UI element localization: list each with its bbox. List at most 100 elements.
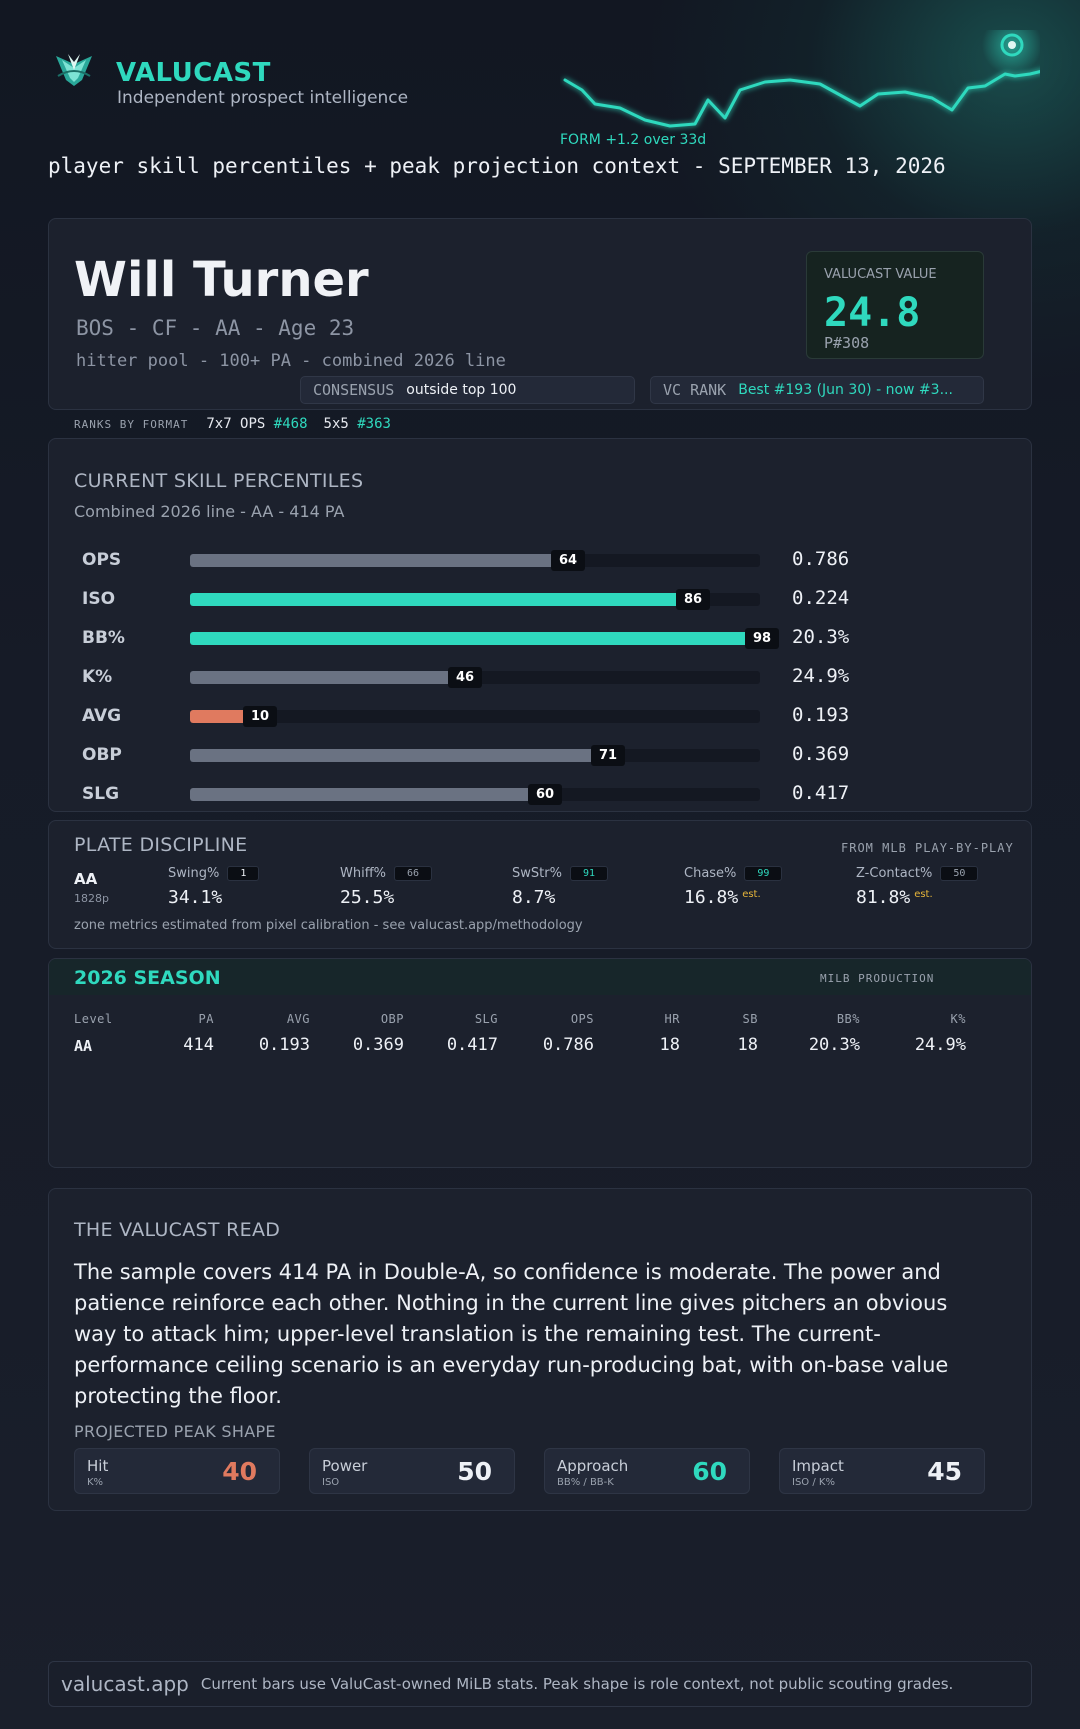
peak-tool-name: Impact (792, 1457, 844, 1475)
skill-row-avg: AVG 10 0.193 (82, 704, 862, 728)
skill-value: 0.224 (792, 587, 850, 609)
skill-row-k-pct: K% 46 24.9% (82, 665, 862, 689)
skill-percentile-badge: 98 (745, 628, 779, 649)
metric-percentile-badge: 91 (569, 866, 608, 881)
skill-track: 98 (190, 628, 779, 649)
table-row: AA 414 0.193 0.369 0.417 0.786 18 18 20.3% 24.9% (74, 1035, 974, 1057)
skill-track: 64 (190, 550, 760, 571)
plate-pitches: 1828p (74, 892, 109, 905)
form-label: FORM +1.2 over 33d (560, 132, 707, 148)
skill-percentile-badge: 86 (676, 589, 710, 610)
season-col-header: PA (198, 1012, 214, 1026)
skill-track: 10 (190, 706, 760, 727)
player-pool: hitter pool - 100+ PA - combined 2026 li… (76, 351, 506, 371)
skill-label: K% (82, 667, 113, 687)
peak-tool-approach: Approach BB% / BB-K 60 (544, 1448, 750, 1494)
season-cell: 0.417 (446, 1035, 498, 1055)
skill-track: 60 (190, 784, 760, 805)
page-subtitle: player skill percentiles + peak projecti… (48, 154, 946, 178)
season-cell: AA (74, 1037, 93, 1055)
season-col-header: SLG (474, 1012, 498, 1026)
rank-format-7x7: 7x7 OPS #468 (206, 416, 308, 432)
skill-row-ops: OPS 64 0.786 (82, 548, 862, 572)
player-name: Will Turner (74, 252, 369, 308)
plate-discipline-card (48, 820, 1032, 949)
season-col-header: OPS (570, 1012, 594, 1026)
peak-tool-basis: ISO (322, 1477, 340, 1488)
skill-percentile-badge: 10 (243, 706, 277, 727)
consensus-pill: CONSENSUS outside top 100 (300, 376, 635, 404)
skill-label: SLG (82, 784, 120, 804)
metric-name: Chase% (684, 866, 737, 881)
season-cell: 414 (183, 1035, 214, 1055)
peak-tool-hit: Hit K% 40 (74, 1448, 280, 1494)
plate-metric-chase: Chase% 99 16.8% est. (684, 862, 783, 908)
metric-percentile-badge: 50 (940, 866, 979, 881)
season-cell: 18 (659, 1035, 680, 1055)
skill-bar (190, 632, 749, 645)
season-col-header: AVG (286, 1012, 310, 1026)
form-endpoint-icon (1000, 33, 1024, 57)
vc-rank-value: Best #193 (Jun 30) - now #3... (738, 382, 953, 398)
season-cell: 18 (737, 1035, 758, 1055)
peak-tool-basis: BB% / BB-K (557, 1477, 614, 1488)
skill-track: 86 (190, 589, 760, 610)
read-title: THE VALUCAST READ (74, 1219, 281, 1241)
ranks-by-format: RANKS BY FORMAT 7x7 OPS #468 5x5 #363 (74, 416, 407, 432)
season-col-header: OBP (380, 1012, 404, 1026)
plate-metric-zcontact: Z-Contact% 50 81.8% est. (856, 862, 979, 908)
metric-percentile-badge: 1 (227, 866, 260, 881)
plate-note: zone metrics estimated from pixel calibr… (74, 918, 583, 933)
peak-tool-grade: 60 (692, 1457, 727, 1486)
peak-tool-name: Hit (87, 1457, 109, 1475)
skill-bar (190, 554, 555, 567)
skill-row-obp: OBP 71 0.369 (82, 743, 862, 767)
vc-rank-pill: VC RANK Best #193 (Jun 30) - now #3... (650, 376, 984, 404)
skill-value: 24.9% (792, 665, 850, 687)
footer: valucast.app Current bars use ValuCast-o… (48, 1661, 1032, 1707)
read-body: The sample covers 414 PA in Double-A, so… (74, 1260, 949, 1408)
peak-tool-impact: Impact ISO / K% 45 (779, 1448, 985, 1494)
valucast-value-box: VALUCAST VALUE 24.8 P#308 (806, 251, 984, 359)
season-col-header: K% (950, 1012, 966, 1026)
peak-tool-basis: ISO / K% (792, 1477, 835, 1488)
footer-site-link[interactable]: valucast.app (61, 1672, 189, 1696)
skill-label: OBP (82, 745, 122, 765)
plate-source: FROM MLB PLAY-BY-PLAY (841, 841, 1014, 855)
metric-est-tag: est. (914, 889, 933, 900)
metric-percentile-badge: 99 (744, 866, 783, 881)
season-cell: 0.369 (352, 1035, 404, 1055)
season-col-header: SB (742, 1012, 758, 1026)
skill-bar (190, 593, 680, 606)
season-cell: 0.786 (542, 1035, 594, 1055)
value-rank: P#308 (824, 334, 870, 352)
season-header: 2026 SEASON MILB PRODUCTION (49, 959, 1031, 995)
peak-tool-grade: 40 (222, 1457, 257, 1486)
skill-row-bb-pct: BB% 98 20.3% (82, 626, 862, 650)
skill-percentile-badge: 60 (528, 784, 562, 805)
skills-subtitle: Combined 2026 line - AA - 414 PA (74, 502, 345, 521)
skill-bar (190, 749, 595, 762)
metric-name: Swing% (168, 866, 220, 881)
skill-percentile-badge: 64 (551, 550, 585, 571)
skill-label: AVG (82, 706, 122, 726)
skill-value: 0.369 (792, 743, 850, 765)
season-source: MILB PRODUCTION (820, 972, 935, 985)
metric-name: SwStr% (512, 866, 562, 881)
peak-tool-basis: K% (87, 1477, 104, 1488)
plate-level: AA (74, 870, 98, 888)
season-col-header: Level (74, 1012, 113, 1026)
skill-value: 0.786 (792, 548, 850, 570)
peak-title: PROJECTED PEAK SHAPE (74, 1422, 276, 1441)
valucast-logo-icon (56, 54, 92, 86)
season-col-header: HR (664, 1012, 680, 1026)
metric-name: Z-Contact% (856, 866, 933, 881)
plate-metric-swstr: SwStr% 91 8.7% (512, 862, 608, 908)
skill-value: 20.3% (792, 626, 850, 648)
metric-est-tag: est. (742, 889, 761, 900)
skill-row-iso: ISO 86 0.224 (82, 587, 862, 611)
skill-percentile-badge: 46 (448, 667, 482, 688)
value-score: 24.8 (824, 290, 921, 336)
footer-note: Current bars use ValuCast-owned MiLB sta… (200, 1675, 954, 1693)
skill-row-slg: SLG 60 0.417 (82, 782, 862, 806)
